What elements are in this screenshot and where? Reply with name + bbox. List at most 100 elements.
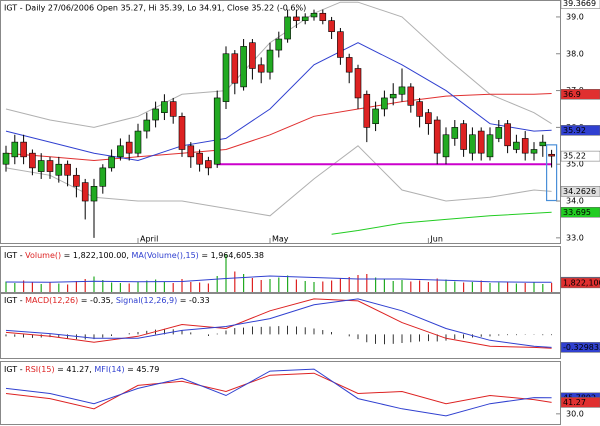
candle-body [222,53,230,102]
value-tag-label: 35.22 [563,152,586,161]
candle-body [433,119,441,154]
panel-label-part: = 1,964,605.38 [199,251,264,260]
candle-body [81,182,89,202]
value-tag [560,342,600,353]
panel-label-part: IGT - [4,296,25,305]
candle-body [337,31,344,58]
value-tag [560,186,600,197]
candle-body [469,134,476,154]
value-tag [560,125,600,136]
chart-title: IGT - Daily 27/06/2006 Open 35.27, Hi 35… [4,4,306,13]
panel-label-part: MFI(14) [94,365,124,374]
value-tag-label: 34.2626 [563,187,596,196]
candle-body [275,38,283,51]
candle-body [266,49,274,73]
panel-label-part: = -0.35, [78,296,116,305]
candle-body [363,93,371,128]
panel-label-part: = 1,822,100.00, [61,251,131,260]
candle-body [99,167,107,187]
candle-body [293,16,300,21]
overlay-line [5,42,552,162]
candle-body [372,108,379,125]
candle-body [451,127,459,139]
panel-label-part: MACD(12,26) [25,296,78,305]
candle-body [231,53,239,84]
candle-body [2,152,10,165]
y-tick-label: 35.0 [566,160,584,169]
value-tag-label: 35.92 [563,126,586,135]
candle-body [442,134,450,158]
candle-body [46,160,54,172]
y-tick-label: 34.0 [566,197,584,206]
candle-body [29,152,36,169]
value-tag-label: 41.27 [563,398,586,407]
x-tick-label: May [272,235,289,244]
panel-label-part: MA(Volume(),15) [131,251,198,260]
candle-body [37,160,45,172]
candle-body [530,149,538,154]
candle-body [504,123,511,147]
candle-body [389,93,397,99]
highlight-box [545,144,558,202]
candle-body [495,127,503,139]
candle-body [249,42,256,69]
value-tag-label: -0.329833 [563,343,600,352]
candle-body [425,112,432,125]
value-tag [560,397,600,408]
candle-body [205,160,212,169]
candle-body [117,145,124,158]
candle-body [477,130,485,154]
candle-body [55,163,63,176]
panel-label: IGT - Volume() = 1,822,100.00, MA(Volume… [4,251,264,260]
y-tick-label: 38.0 [566,49,584,58]
panel-label-part: = 41.27, [55,365,95,374]
plot-area [2,1,558,417]
volume-ma-line [5,275,552,283]
value-tag [560,150,600,162]
candle-body [134,130,142,154]
panel-label: IGT - MACD(12,26) = -0.35, Signal(12,26,… [4,296,210,305]
y-tick-label: 39.0 [566,12,584,21]
candle-body [161,101,168,113]
candle-body [169,101,177,117]
candle-body [240,46,247,88]
candle-body [310,12,318,18]
candle-body [108,156,115,169]
panel-label: IGT - RSI(15) = 41.27, MFI(14) = 45.79 [4,365,159,374]
macd-line [5,298,552,348]
candle-body [20,141,27,158]
candle-body [178,116,186,150]
candle-body [284,16,291,40]
value-tag [560,0,600,9]
panel-label-part: RSI(15) [25,365,54,374]
panel-label-part: IGT - [4,251,25,260]
panel-label-part: Volume() [25,251,61,260]
candle-body [11,141,19,158]
value-tag-label: 39.3669 [563,0,596,8]
rsi-line [5,372,552,410]
candle-body [73,174,80,187]
y-tick-label: 30.0 [566,409,584,418]
candle-body [345,57,353,73]
candle-body [513,141,520,150]
candle-body [152,108,159,121]
candle-body [521,138,529,154]
y-tick-label: 33.0 [566,233,584,242]
value-tag-label: 1,822,100 [563,278,600,287]
candle-body [64,163,71,176]
candle-body [301,16,309,21]
panel-label-part: IGT - [4,365,25,374]
rsi-line [5,368,552,417]
macd-line [5,298,552,349]
candle-body [398,86,406,95]
candle-body [90,186,98,202]
overlay-line [5,145,552,217]
candle-body [354,68,362,99]
macd-panel [0,293,561,359]
candle-body [548,153,555,157]
candle-body [416,101,423,117]
candle-body [143,119,151,132]
candle-body [407,86,415,106]
value-tag-label: 36.9 [563,90,581,99]
